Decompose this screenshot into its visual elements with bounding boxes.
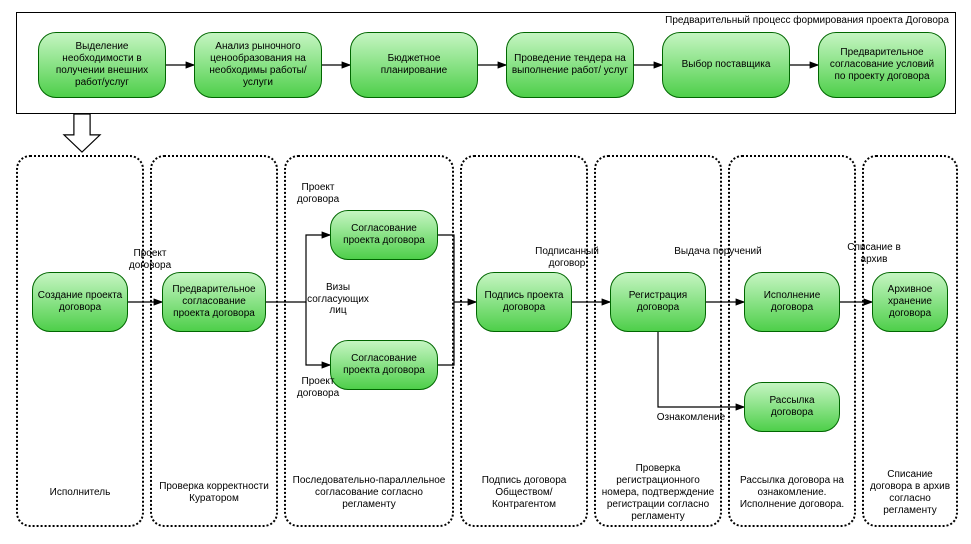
edge-label-4: Подписанный договор xyxy=(522,246,612,269)
lane-label-l7: Списание договора в архив согласно регла… xyxy=(866,463,954,523)
node-label: Анализ рыночного ценообразования на необ… xyxy=(199,41,317,89)
lane-label-l2: Проверка корректности Куратором xyxy=(154,463,274,523)
flow-node-n6: Исполнение договора xyxy=(744,272,840,332)
node-label: Согласование проекта договора xyxy=(335,353,433,377)
edge-label-6: Ознакомление xyxy=(646,412,736,424)
node-label: Проведение тендера на выполнение работ/ … xyxy=(511,53,629,77)
node-label: Выделение необходимости в получении внеш… xyxy=(43,41,161,89)
flow-node-n7: Архивное хранение договора xyxy=(872,272,948,332)
top-box-title: Предварительный процесс формирования про… xyxy=(665,15,949,26)
edge-label-5: Выдача поручений xyxy=(668,246,768,258)
node-label: Согласование проекта договора xyxy=(335,223,433,247)
node-label: Бюджетное планирование xyxy=(355,53,473,77)
node-label: Создание проекта договора xyxy=(37,290,123,314)
lane-label-l3: Последовательно-параллельное согласовани… xyxy=(288,463,450,523)
edge-label-7: Списание в архив xyxy=(834,242,914,265)
top-node-t1: Выделение необходимости в получении внеш… xyxy=(38,32,166,98)
node-label: Рассылка договора xyxy=(749,395,835,419)
top-node-t4: Проведение тендера на выполнение работ/ … xyxy=(506,32,634,98)
lane-label-l4: Подпись договора Обществом/ Контрагентом xyxy=(464,463,584,523)
lane-label-l6: Рассылка договора на ознакомление. Испол… xyxy=(732,463,852,523)
diagram-canvas: Предварительный процесс формирования про… xyxy=(10,10,961,534)
node-label: Выбор поставщика xyxy=(682,59,771,71)
node-label: Архивное хранение договора xyxy=(877,284,943,320)
top-node-t3: Бюджетное планирование xyxy=(350,32,478,98)
flow-node-n4: Подпись проекта договора xyxy=(476,272,572,332)
node-label: Предварительное согласование условий по … xyxy=(823,47,941,83)
lane-label-l1: Исполнитель xyxy=(20,463,140,523)
edge-label-0: Проект договора xyxy=(120,248,180,271)
flow-node-n1: Создание проекта договора xyxy=(32,272,128,332)
node-label: Исполнение договора xyxy=(749,290,835,314)
flow-node-n5: Регистрация договора xyxy=(610,272,706,332)
node-label: Предварительное согласование проекта дог… xyxy=(167,284,261,320)
top-node-t5: Выбор поставщика xyxy=(662,32,790,98)
edge-label-1: Проект договора xyxy=(288,182,348,205)
edge-label-3: Визы согласующих лиц xyxy=(298,282,378,317)
node-label: Регистрация договора xyxy=(615,290,701,314)
flow-node-n2: Предварительное согласование проекта дог… xyxy=(162,272,266,332)
top-node-t2: Анализ рыночного ценообразования на необ… xyxy=(194,32,322,98)
big-down-arrow xyxy=(64,114,100,152)
flow-node-n6b: Рассылка договора xyxy=(744,382,840,432)
top-node-t6: Предварительное согласование условий по … xyxy=(818,32,946,98)
flow-node-n3a: Согласование проекта договора xyxy=(330,210,438,260)
node-label: Подпись проекта договора xyxy=(481,290,567,314)
lane-label-l5: Проверка регистрационного номера, подтве… xyxy=(598,463,718,523)
edge-label-2: Проект договора xyxy=(288,376,348,399)
